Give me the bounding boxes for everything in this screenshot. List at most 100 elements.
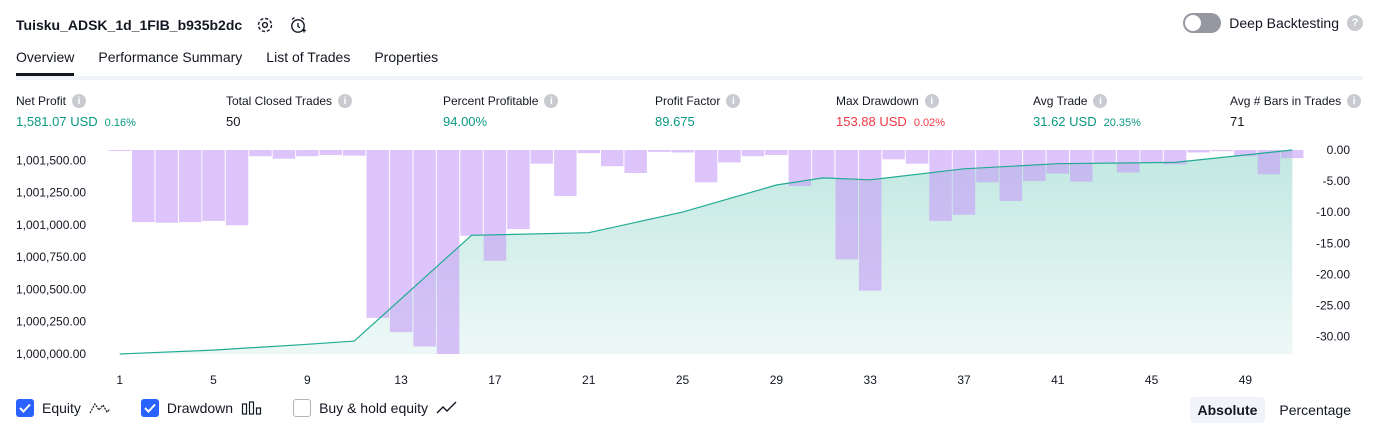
right-axis-tick-label: -20.00 xyxy=(1316,267,1350,281)
y-axis-tick-label: 1,000,500.00 xyxy=(16,283,86,297)
y-axis-tick-label: 1,000,000.00 xyxy=(16,347,86,361)
y-axis-tick-label: 1,000,750.00 xyxy=(16,250,86,264)
drawdown-toggle[interactable]: Drawdown xyxy=(140,399,263,417)
strategy-header: Tuisku_ADSK_1d_1FIB_b935b2dc xyxy=(16,12,310,38)
absolute-button[interactable]: Absolute xyxy=(1189,397,1266,423)
equity-area xyxy=(119,150,1293,354)
percentage-button[interactable]: Percentage xyxy=(1279,402,1351,418)
drawdown-bar xyxy=(296,150,319,157)
info-icon[interactable]: i xyxy=(924,94,939,108)
x-axis-tick-label: 17 xyxy=(488,373,502,387)
drawdown-bar xyxy=(389,150,413,333)
drawdown-bar xyxy=(108,150,131,151)
drawdown-bar xyxy=(413,150,436,347)
drawdown-bar xyxy=(882,150,905,160)
drawdown-bar xyxy=(1046,150,1069,174)
drawdown-bar xyxy=(460,150,483,236)
metric-label: Net Profit xyxy=(16,94,67,108)
alarm-clock-icon[interactable] xyxy=(288,14,310,36)
drawdown-bar xyxy=(718,150,741,163)
right-axis-tick-label: -25.00 xyxy=(1316,299,1350,313)
info-icon[interactable]: i xyxy=(1093,94,1108,108)
chart-series-toggles: Equity Drawdown Buy & hold equity xyxy=(16,399,458,417)
equity-drawdown-chart: 1,001,500.00 1,001,250.00 1,001,000.00 1,00… xyxy=(16,143,1351,387)
info-icon[interactable]: i xyxy=(726,94,741,108)
tab-list-of-trades[interactable]: List of Trades xyxy=(266,49,351,65)
metric-value: 50 xyxy=(226,114,241,129)
equity-toggle[interactable]: Equity xyxy=(16,399,111,417)
checkbox-checked-icon[interactable] xyxy=(16,399,34,417)
drawdown-bar xyxy=(1281,150,1304,159)
metric-label: Max Drawdown xyxy=(836,94,919,108)
drawdown-bar xyxy=(1140,150,1163,163)
buy-hold-toggle[interactable]: Buy & hold equity xyxy=(293,399,458,417)
drawdown-bar xyxy=(483,150,507,261)
tab-properties[interactable]: Properties xyxy=(374,49,439,65)
metric-label: Avg # Bars in Trades xyxy=(1230,94,1342,108)
buy-hold-toggle-label: Buy & hold equity xyxy=(319,400,429,416)
y-axis-tick-label: 1,001,000.00 xyxy=(16,218,86,232)
metric-percent: 0.02% xyxy=(913,117,946,129)
x-axis-tick-label: 33 xyxy=(864,373,878,387)
metric-profit-factor: Profit Factor i 89.675 xyxy=(655,94,741,129)
x-axis-tick-label: 25 xyxy=(676,373,690,387)
metric-value: 1,581.07 USD xyxy=(16,114,98,129)
metric-label: Percent Profitable xyxy=(443,94,539,108)
drawdown-bar xyxy=(858,150,882,291)
drawdown-bar xyxy=(601,150,624,167)
drawdown-bar xyxy=(155,150,178,223)
drawdown-bar xyxy=(1187,150,1210,153)
deep-backtesting-toggle[interactable] xyxy=(1183,13,1222,33)
drawdown-bar xyxy=(530,150,554,164)
gear-icon[interactable] xyxy=(254,14,276,36)
metric-label: Total Closed Trades xyxy=(226,94,333,108)
right-axis-tick-label: -5.00 xyxy=(1323,174,1351,188)
metric-label: Avg Trade xyxy=(1033,94,1088,108)
right-axis-tick-label: -30.00 xyxy=(1316,330,1350,344)
drawdown-bar xyxy=(741,150,765,157)
metric-percent: 20.35% xyxy=(1103,117,1141,129)
deep-backtesting: Deep Backtesting ? xyxy=(1183,13,1363,33)
drawdown-bar xyxy=(202,150,225,221)
drawdown-bar xyxy=(1093,150,1116,164)
metric-label: Profit Factor xyxy=(655,94,721,108)
checkbox-checked-icon[interactable] xyxy=(140,399,159,417)
info-icon[interactable]: i xyxy=(338,94,353,108)
drawdown-bar xyxy=(694,150,718,183)
drawdown-bar xyxy=(249,150,272,157)
drawdown-bar xyxy=(366,150,389,318)
drawdown-bar xyxy=(952,150,976,215)
tab-overview[interactable]: Overview xyxy=(16,46,75,76)
info-icon[interactable]: i xyxy=(544,94,559,108)
drawdown-bar xyxy=(577,150,600,154)
drawdown-bar xyxy=(1257,150,1281,175)
metric-percent: 0.16% xyxy=(104,117,136,129)
drawdown-bar xyxy=(132,150,155,223)
x-axis-tick-label: 5 xyxy=(210,373,217,387)
checkbox-unchecked-icon[interactable] xyxy=(293,399,312,417)
drawdown-bar xyxy=(929,150,952,221)
drawdown-bar xyxy=(788,150,812,187)
drawdown-bar xyxy=(1234,150,1257,157)
drawdown-bars-icon xyxy=(241,401,262,415)
help-icon[interactable]: ? xyxy=(1347,15,1363,31)
metric-avg-trade: Avg Trade i 31.62 USD 20.35% xyxy=(1033,94,1141,129)
drawdown-bar xyxy=(976,150,999,183)
x-axis-tick-label: 41 xyxy=(1051,373,1065,387)
right-axis-tick-label: 0.00 xyxy=(1327,143,1351,157)
metric-percent-profitable: Percent Profitable i 94.00% xyxy=(443,94,559,129)
drawdown-bar xyxy=(225,150,249,226)
metric-max-drawdown: Max Drawdown i 153.88 USD 0.02% xyxy=(836,94,945,129)
drawdown-bar xyxy=(272,150,296,159)
drawdown-toggle-label: Drawdown xyxy=(166,400,234,416)
drawdown-bar xyxy=(835,150,858,260)
info-icon[interactable]: i xyxy=(1347,94,1362,108)
x-axis-tick-label: 9 xyxy=(304,373,311,387)
report-tabs: Overview Performance Summary List of Tra… xyxy=(16,46,1363,80)
info-icon[interactable]: i xyxy=(72,94,87,108)
tab-performance-summary[interactable]: Performance Summary xyxy=(98,49,243,65)
buy-hold-line-icon xyxy=(436,401,457,414)
drawdown-bar xyxy=(507,150,530,229)
x-axis-tick-label: 45 xyxy=(1145,373,1159,387)
drawdown-bar xyxy=(812,150,835,179)
